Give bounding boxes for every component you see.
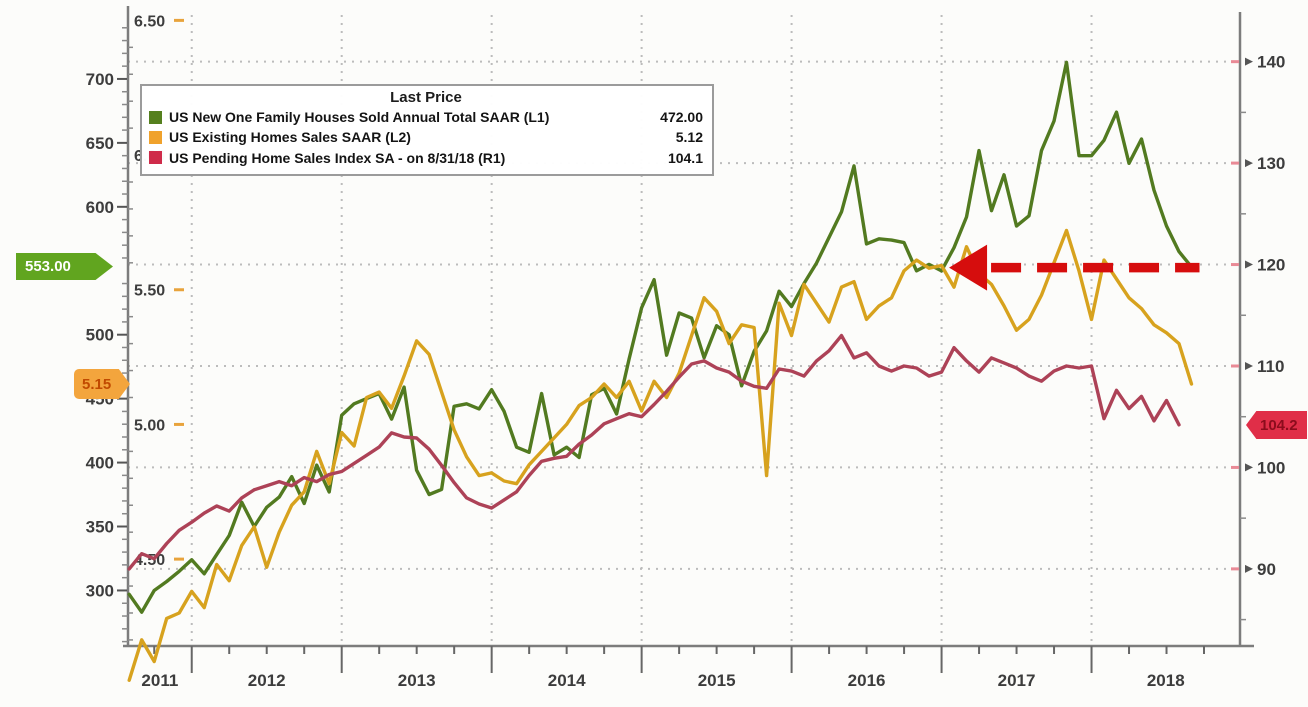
legend-title: Last Price — [390, 89, 462, 106]
svg-text:100: 100 — [1257, 458, 1285, 477]
legend-swatch-0 — [149, 110, 162, 124]
svg-text:130: 130 — [1257, 154, 1285, 173]
annotation-arrow — [949, 244, 1200, 291]
legend-label-2: US Pending Home Sales Index SA - on 8/31… — [169, 149, 506, 166]
l1-last-value-badge: 553.00 — [16, 253, 113, 280]
legend-box: Last Price US New One Family Houses Sold… — [140, 84, 714, 176]
svg-text:2017: 2017 — [998, 671, 1036, 690]
svg-text:650: 650 — [86, 134, 114, 153]
r1-last-value-badge: 104.2 — [1246, 411, 1307, 439]
svg-text:350: 350 — [86, 518, 114, 537]
r1-axis-labels: 90 100 110 120 130 140 — [1231, 53, 1285, 621]
svg-text:4.50: 4.50 — [134, 552, 165, 569]
arrowhead-left-icon — [949, 244, 988, 291]
svg-text:6.50: 6.50 — [134, 13, 165, 30]
l2-last-value-badge: 5.15 — [74, 369, 130, 399]
legend-label-1: US Existing Homes Sales SAAR (L2) — [169, 129, 411, 146]
svg-text:2011: 2011 — [141, 671, 178, 690]
svg-text:300: 300 — [86, 581, 114, 600]
svg-text:500: 500 — [86, 326, 114, 345]
svg-text:5.00: 5.00 — [134, 417, 165, 434]
x-axis-labels: 2011 2012 2013 2014 2015 2016 2017 2018 — [141, 646, 1206, 690]
svg-text:400: 400 — [86, 454, 114, 473]
legend-rows: US New One Family Houses Sold Annual Tot… — [149, 107, 703, 168]
series-line-1 — [127, 228, 1194, 682]
r1-last-value: 104.2 — [1260, 416, 1298, 434]
legend-value-1: 5.12 — [675, 129, 703, 146]
series-line-2 — [127, 333, 1181, 571]
svg-text:110: 110 — [1257, 357, 1284, 376]
svg-text:2014: 2014 — [548, 671, 586, 690]
svg-text:90: 90 — [1257, 560, 1276, 579]
legend-row-1: US Existing Homes Sales SAAR (L2) 5.12 — [149, 127, 703, 147]
legend-swatch-2 — [149, 151, 162, 165]
l1-last-value: 553.00 — [25, 258, 71, 275]
legend-value-0: 472.00 — [660, 109, 703, 125]
svg-text:140: 140 — [1257, 53, 1285, 72]
svg-text:2018: 2018 — [1147, 671, 1185, 690]
legend-row-2: US Pending Home Sales Index SA - on 8/31… — [149, 148, 703, 168]
svg-text:5.50: 5.50 — [134, 283, 165, 300]
svg-text:2013: 2013 — [398, 671, 436, 690]
legend-label-0: US New One Family Houses Sold Annual Tot… — [169, 109, 550, 125]
svg-text:600: 600 — [86, 198, 114, 217]
svg-text:2012: 2012 — [248, 671, 286, 690]
svg-text:2015: 2015 — [698, 671, 736, 690]
svg-text:120: 120 — [1257, 256, 1285, 275]
svg-text:2016: 2016 — [848, 671, 886, 690]
series-line-0 — [127, 60, 1194, 614]
svg-text:700: 700 — [86, 70, 114, 89]
legend-swatch-1 — [149, 130, 162, 144]
legend-value-2: 104.1 — [667, 149, 703, 166]
l2-last-value: 5.15 — [82, 375, 112, 393]
legend-row-0: US New One Family Houses Sold Annual Tot… — [149, 107, 703, 127]
